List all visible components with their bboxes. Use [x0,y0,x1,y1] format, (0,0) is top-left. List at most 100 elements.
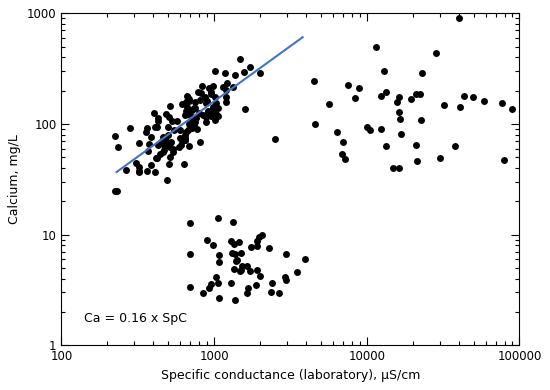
Point [188,116,196,122]
Point [209,242,218,248]
Point [188,107,196,113]
Point [228,250,236,257]
Point [183,127,192,133]
Point [160,147,168,154]
Point [246,244,255,250]
Point [163,142,172,148]
Point [205,85,213,91]
Point [265,245,274,251]
Point [222,99,230,105]
Point [141,129,150,135]
Point [125,124,134,131]
Point [198,83,207,89]
Point [413,158,422,164]
Point [181,98,190,105]
Point [202,237,211,243]
Point [211,117,220,123]
Point [175,144,184,150]
Point [238,262,246,269]
Point [460,92,469,99]
Point [213,280,222,286]
Point [186,220,195,226]
Point [293,268,302,275]
Point [243,285,252,291]
Point [256,70,265,76]
Point [275,290,284,296]
Point [218,83,227,90]
Point [301,256,310,262]
Point [167,139,175,145]
Y-axis label: Calcium, mg/L: Calcium, mg/L [8,134,21,224]
Point [236,267,245,273]
Point [411,142,420,148]
Point [497,100,506,106]
Point [204,107,213,113]
Point [232,258,241,264]
Point [451,143,460,149]
Point [394,165,403,171]
Point [214,113,223,119]
Point [231,71,240,78]
Point [362,124,371,131]
Point [184,95,192,101]
Point [211,94,219,100]
Point [203,98,212,105]
Point [206,110,214,116]
Point [456,104,465,110]
Point [229,266,238,272]
Point [207,106,216,113]
Point [153,115,162,121]
Point [221,94,230,100]
Point [207,89,216,95]
Point [309,78,318,85]
Point [158,149,167,156]
Point [180,136,189,143]
Point [393,99,402,105]
Point [432,50,441,56]
Point [181,135,190,141]
Point [197,90,206,96]
Point [206,281,215,287]
Point [169,146,178,152]
Point [241,106,250,113]
Point [170,127,179,133]
Point [351,95,360,101]
Point [175,135,184,141]
Point [333,129,342,135]
Point [151,169,160,176]
Point [151,124,160,130]
Point [212,274,221,280]
Point [186,122,195,129]
Point [246,268,255,274]
Point [132,160,141,167]
Point [407,96,416,102]
Point [344,82,353,88]
Point [146,134,155,140]
Point [454,15,463,21]
Point [112,188,121,194]
Point [153,142,162,148]
Point [233,257,241,263]
Point [223,80,232,86]
Point [190,119,199,125]
Point [204,284,213,291]
Point [252,238,261,244]
Point [207,113,216,119]
Point [417,117,426,123]
Point [258,232,267,238]
Point [230,251,239,257]
Point [201,100,210,106]
Point [178,138,186,144]
Point [280,274,289,280]
Point [255,273,264,279]
Point [134,168,143,174]
Point [412,90,421,97]
Point [211,111,220,117]
Point [236,250,245,256]
Point [111,133,119,139]
Point [267,280,276,286]
Point [211,99,220,106]
Point [199,290,207,296]
Point [165,144,174,150]
Point [267,289,276,296]
